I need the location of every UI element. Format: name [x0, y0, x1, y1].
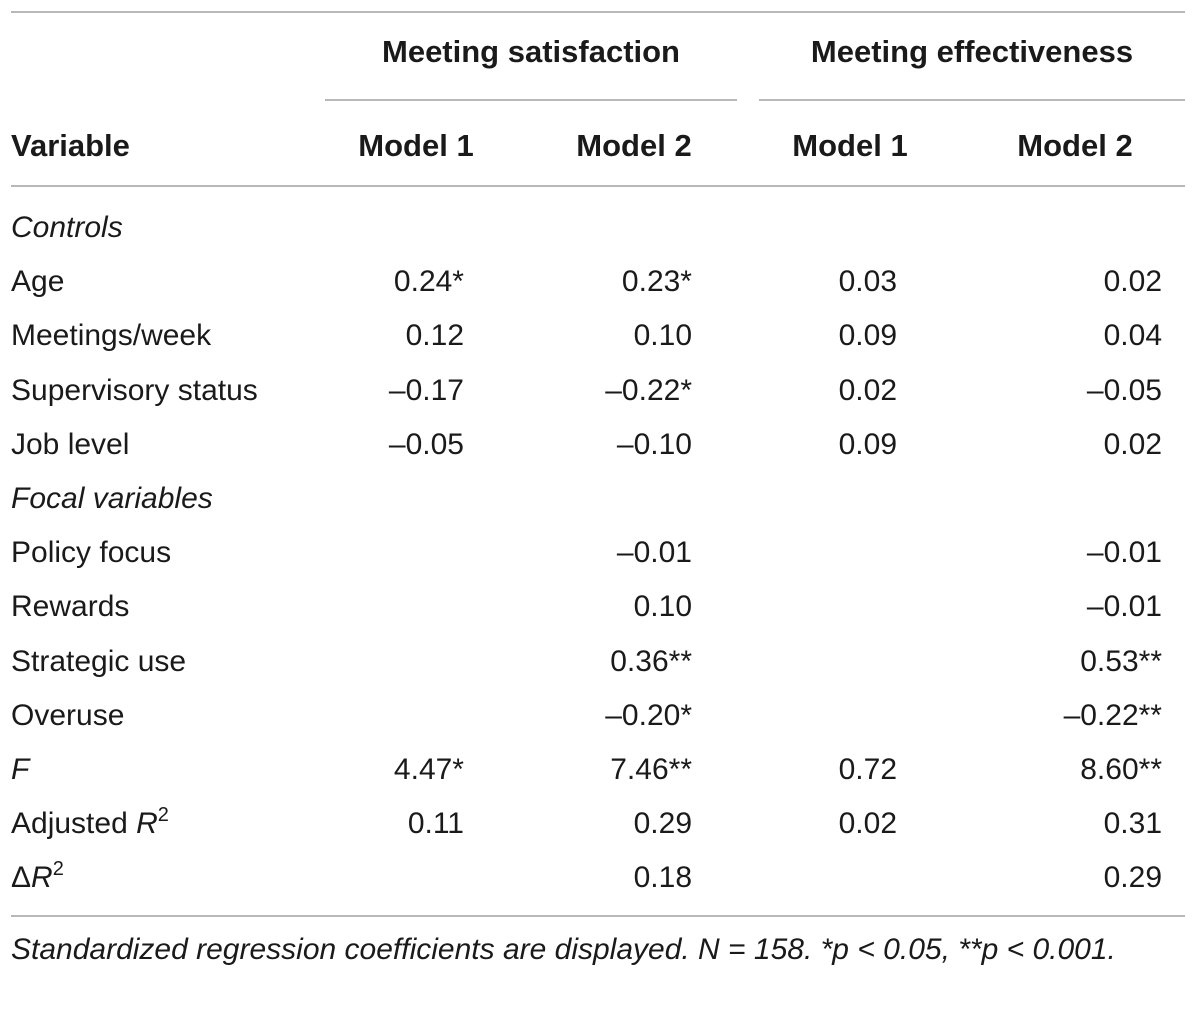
table-cell: 0.72 [838, 753, 897, 786]
table-cell: –0.20* [605, 698, 692, 732]
bottom-rule [11, 915, 1185, 917]
table-cell: 0.29 [1103, 861, 1162, 895]
table-cell: 0.53** [1080, 644, 1162, 678]
table-cell: –0.01 [1086, 536, 1162, 570]
col-header-variable: Variable [11, 128, 130, 163]
table-cell: 8.60** [1080, 753, 1162, 786]
col-header-eff-model2: Model 2 [1017, 128, 1133, 163]
group-rule-satisfaction [325, 99, 737, 101]
table-cell: –0.17 [388, 373, 464, 407]
table-cell: –0.05 [1086, 373, 1162, 407]
table-cell: 0.04 [1103, 319, 1162, 353]
table-cell: 0.09 [838, 427, 897, 461]
table-cell: 0.02 [838, 373, 897, 407]
table-cell: –0.05 [388, 427, 464, 461]
col-header-sat-model1: Model 1 [358, 128, 474, 163]
row-label: Job level [11, 427, 130, 461]
table-cell: 0.09 [838, 319, 897, 353]
table-cell: 0.12 [405, 319, 464, 353]
stat-label: F [11, 752, 29, 788]
row-label: Strategic use [11, 644, 187, 678]
table-cell: 0.31 [1103, 807, 1162, 841]
stat-label: Adjusted R2 [11, 804, 169, 842]
table-cell: 0.24* [393, 265, 464, 299]
row-label: Overuse [11, 698, 125, 732]
table-footnote: Standardized regression coefficients are… [11, 933, 1116, 966]
table-cell: 7.46** [610, 753, 692, 786]
col-header-eff-model1: Model 1 [792, 128, 908, 163]
header-rule [11, 185, 1185, 187]
table-cell: 0.03 [838, 265, 897, 299]
stat-superscript: 2 [157, 804, 169, 827]
table-cell: 0.10 [633, 319, 692, 353]
table-cell: 0.02 [1103, 427, 1162, 461]
row-label: Meetings/week [11, 319, 212, 353]
table-cell: 0.10 [633, 590, 692, 624]
table-cell: –0.01 [616, 536, 692, 570]
stat-symbol: R [31, 861, 53, 895]
top-rule [11, 11, 1185, 13]
row-label: Rewards [11, 590, 130, 624]
table-cell: 0.11 [407, 807, 464, 841]
group-rule-effectiveness [759, 99, 1185, 101]
table-cell: 0.23* [621, 265, 692, 299]
stat-label-text: Adjusted [11, 807, 137, 841]
group-header-satisfaction: Meeting satisfaction [382, 34, 680, 69]
group-header-effectiveness: Meeting effectiveness [810, 34, 1134, 69]
stat-symbol: F [11, 753, 30, 786]
table-cell: –0.22* [605, 373, 692, 407]
stat-label: ΔR2 [11, 858, 64, 896]
table-cell: 4.47* [393, 753, 464, 786]
col-header-sat-model2: Model 2 [576, 128, 692, 163]
table-cell: –0.01 [1086, 590, 1162, 624]
row-label: Age [11, 265, 65, 299]
stat-label-text: Δ [11, 861, 32, 895]
section-title: Focal variables [11, 482, 213, 515]
stat-superscript: 2 [52, 858, 64, 881]
row-label: Supervisory status [11, 373, 258, 407]
table-cell: 0.18 [633, 861, 692, 895]
table-cell: –0.10 [616, 427, 692, 461]
table-cell: 0.02 [838, 807, 897, 841]
row-label: Policy focus [11, 536, 172, 570]
section-title: Controls [11, 211, 123, 244]
table-cell: 0.29 [633, 807, 692, 841]
table-cell: 0.02 [1103, 265, 1162, 299]
table-cell: –0.22** [1063, 698, 1162, 732]
table-cell: 0.36** [610, 644, 692, 678]
stat-symbol: R [136, 807, 158, 841]
